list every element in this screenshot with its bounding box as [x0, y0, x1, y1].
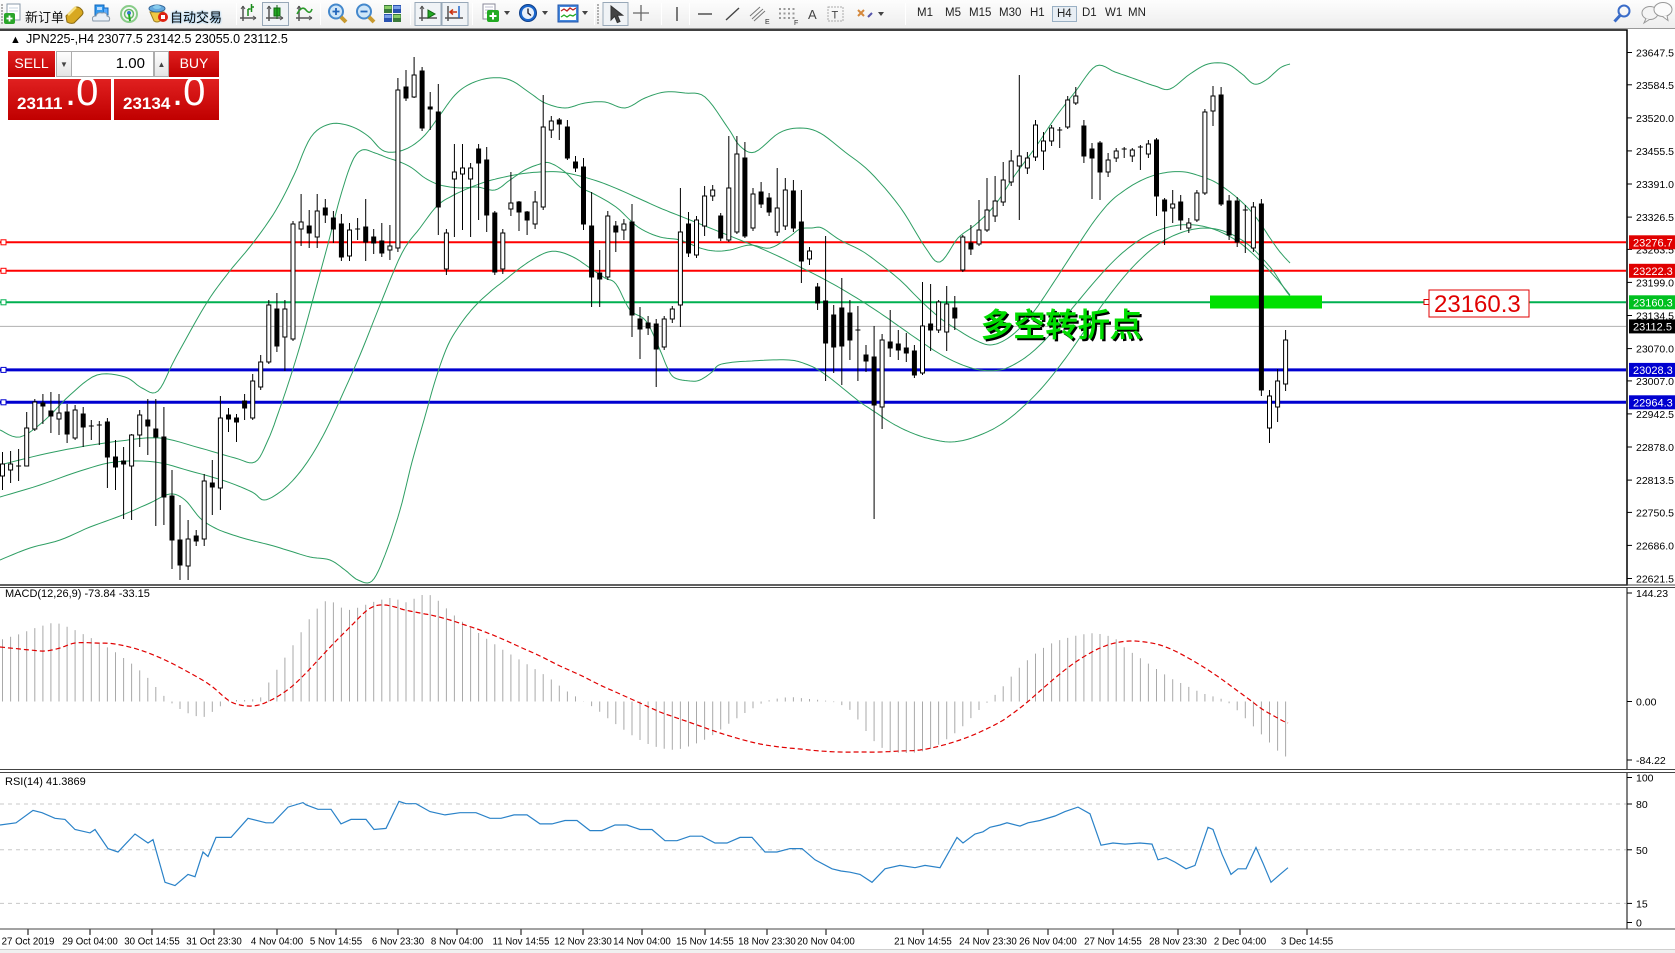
svg-text:22621.5: 22621.5	[1636, 574, 1674, 586]
svg-text:29 Oct 04:00: 29 Oct 04:00	[62, 937, 118, 948]
svg-text:22813.5: 22813.5	[1636, 475, 1674, 487]
svg-text:23647.5: 23647.5	[1636, 48, 1674, 60]
svg-text:22964.3: 22964.3	[1633, 397, 1673, 409]
svg-text:4 Nov 04:00: 4 Nov 04:00	[251, 937, 304, 948]
svg-text:31 Oct 23:30: 31 Oct 23:30	[186, 937, 242, 948]
svg-text:23070.0: 23070.0	[1636, 344, 1674, 356]
svg-text:8 Nov 04:00: 8 Nov 04:00	[431, 937, 484, 948]
svg-text:18 Nov 23:30: 18 Nov 23:30	[738, 937, 796, 948]
svg-text:2 Dec 04:00: 2 Dec 04:00	[1214, 937, 1267, 948]
svg-text:23160.3: 23160.3	[1434, 291, 1521, 318]
svg-text:F: F	[794, 20, 798, 27]
svg-text:6 Nov 23:30: 6 Nov 23:30	[372, 937, 425, 948]
svg-text:23520.0: 23520.0	[1636, 113, 1674, 125]
svg-text:22686.0: 22686.0	[1636, 540, 1674, 552]
svg-text:0.00: 0.00	[1636, 697, 1657, 709]
svg-text:23028.3: 23028.3	[1633, 365, 1673, 377]
svg-text:11 Nov 14:55: 11 Nov 14:55	[493, 937, 550, 948]
svg-text:15: 15	[1636, 898, 1648, 910]
svg-text:24 Nov 23:30: 24 Nov 23:30	[959, 937, 1017, 948]
svg-text:多空转折点: 多空转折点	[983, 309, 1144, 345]
svg-text:23276.7: 23276.7	[1633, 237, 1673, 249]
svg-text:A: A	[808, 7, 817, 22]
svg-text:100: 100	[1636, 773, 1654, 785]
svg-text:23326.5: 23326.5	[1636, 212, 1674, 224]
svg-text:80: 80	[1636, 799, 1648, 811]
svg-text:144.23: 144.23	[1636, 588, 1668, 600]
svg-text:23160.3: 23160.3	[1633, 297, 1673, 309]
svg-text:30 Oct 14:55: 30 Oct 14:55	[124, 937, 179, 948]
svg-text:14 Nov 04:00: 14 Nov 04:00	[613, 937, 671, 948]
svg-text:50: 50	[1636, 845, 1648, 857]
svg-text:12 Nov 23:30: 12 Nov 23:30	[554, 937, 612, 948]
svg-text:27 Nov 14:55: 27 Nov 14:55	[1084, 937, 1142, 948]
svg-text:多空转折点: 多空转折点	[981, 307, 1142, 343]
svg-text:MACD(12,26,9) -73.84 -33.15: MACD(12,26,9) -73.84 -33.15	[5, 588, 150, 600]
svg-text:23584.5: 23584.5	[1636, 80, 1674, 92]
svg-text:22878.0: 22878.0	[1636, 442, 1674, 454]
svg-text:28 Nov 23:30: 28 Nov 23:30	[1149, 937, 1207, 948]
svg-text:E: E	[765, 19, 770, 26]
svg-text:23112.5: 23112.5	[1633, 321, 1672, 333]
svg-text:23007.0: 23007.0	[1636, 376, 1674, 388]
svg-text:26 Nov 04:00: 26 Nov 04:00	[1019, 937, 1077, 948]
svg-text:23199.0: 23199.0	[1636, 277, 1674, 289]
svg-text:JPN225-,H4 23077.5 23142.5 23: JPN225-,H4 23077.5 23142.5 23055.0 23112…	[26, 32, 288, 46]
svg-text:21 Nov 14:55: 21 Nov 14:55	[894, 937, 952, 948]
svg-text:27 Oct 2019: 27 Oct 2019	[2, 937, 55, 948]
svg-text:20 Nov 04:00: 20 Nov 04:00	[797, 937, 855, 948]
svg-text:23391.0: 23391.0	[1636, 179, 1674, 191]
svg-text:22750.5: 22750.5	[1636, 507, 1674, 519]
svg-text:23222.3: 23222.3	[1633, 266, 1673, 278]
svg-text:▲: ▲	[10, 34, 21, 46]
svg-text:5 Nov 14:55: 5 Nov 14:55	[310, 937, 362, 948]
svg-text:3 Dec 14:55: 3 Dec 14:55	[1281, 937, 1333, 948]
svg-text:15 Nov 14:55: 15 Nov 14:55	[676, 937, 734, 948]
svg-text:0: 0	[1636, 918, 1642, 930]
svg-text:23455.5: 23455.5	[1636, 146, 1674, 158]
svg-text:-84.22: -84.22	[1636, 755, 1666, 767]
svg-text:T: T	[832, 10, 839, 22]
svg-text:RSI(14) 41.3869: RSI(14) 41.3869	[5, 776, 86, 788]
svg-text:22942.5: 22942.5	[1636, 409, 1674, 421]
